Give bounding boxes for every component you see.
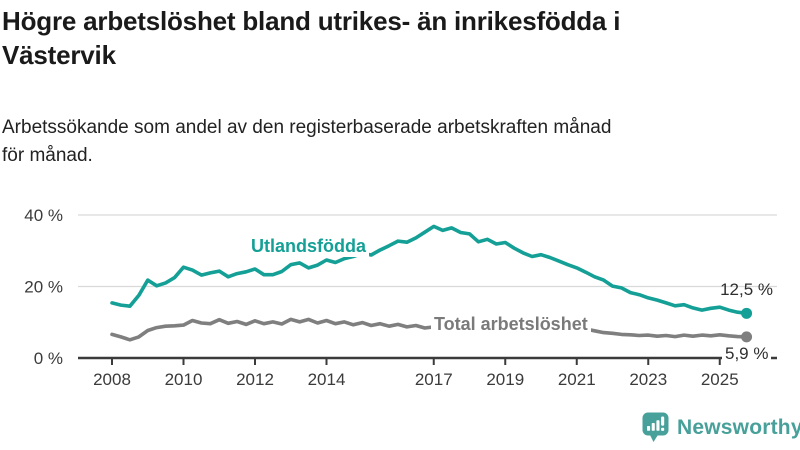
line-total-arbetslöshet <box>110 317 749 342</box>
end-value-label-utlandsfodda: 12,5 % <box>720 280 773 299</box>
x-axis-tick-label: 2017 <box>415 370 453 389</box>
bar-chart-speech-bubble-icon <box>642 412 669 442</box>
x-axis-tick-label: 2012 <box>236 370 274 389</box>
y-axis-tick-label: 20 % <box>24 278 63 297</box>
end-value-label-total: 5,9 % <box>722 344 772 364</box>
newsworthy-logo: Newsworthy <box>642 412 800 443</box>
chart-subtitle-line-1: Arbetssökande som andel av den registerb… <box>2 117 612 138</box>
x-axis-tick-label: 2021 <box>558 370 596 389</box>
y-axis-tick-label: 0 % <box>34 349 63 368</box>
x-axis-tick-label: 2010 <box>165 370 203 389</box>
x-axis-tick-label: 2025 <box>701 370 739 389</box>
chart-subtitle-line-2: för månad. <box>2 145 93 166</box>
x-axis-tick-label: 2014 <box>308 370 346 389</box>
end-dot-total-arbetslöshet <box>741 331 753 343</box>
newsworthy-wordmark: Newsworthy <box>677 415 800 439</box>
x-axis-tick-label: 2008 <box>93 370 131 389</box>
x-axis-tick-label: 2023 <box>629 370 667 389</box>
page-title-line-2: Västervik <box>2 40 116 70</box>
series-label-utlandsfodda: Utlandsfödda <box>248 236 369 257</box>
end-dot-utlandsfödda <box>741 307 753 319</box>
x-axis-tick-label: 2019 <box>486 370 524 389</box>
line-utlandsfödda <box>110 224 749 316</box>
chart-subtitle: Arbetssökande som andel av den registerb… <box>2 114 796 170</box>
series-label-total-arbetsloshet: Total arbetslöshet <box>431 314 591 335</box>
page-title: Högre arbetslöshet bland utrikes- än inr… <box>2 4 796 72</box>
y-axis-tick-label: 40 % <box>24 206 63 225</box>
page-title-line-1: Högre arbetslöshet bland utrikes- än inr… <box>2 6 621 36</box>
